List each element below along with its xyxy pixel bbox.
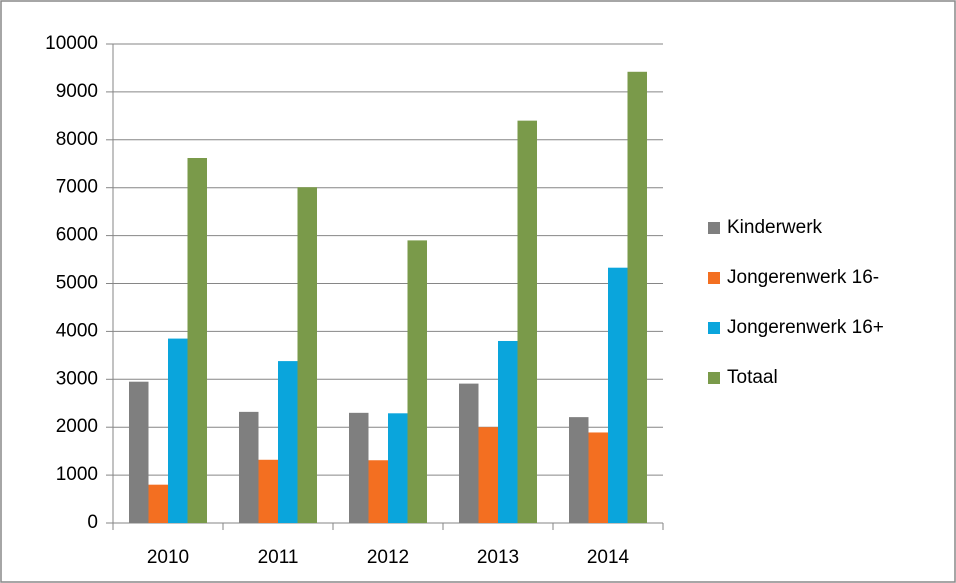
bar: [297, 187, 317, 523]
y-tick-label: 4000: [56, 320, 98, 341]
bar: [459, 383, 479, 523]
bar: [278, 361, 298, 523]
y-tick-label: 7000: [56, 177, 98, 198]
bar: [239, 411, 259, 523]
y-tick-label: 5000: [56, 273, 98, 294]
y-tick-label: 1000: [56, 464, 98, 485]
bar: [608, 267, 628, 523]
bar: [368, 460, 388, 523]
bar: [627, 71, 647, 524]
x-tick-label: 2014: [587, 547, 630, 568]
bar: [478, 427, 498, 523]
y-tick-label: 9000: [56, 81, 98, 102]
y-tick-label: 2000: [56, 416, 98, 437]
legend-swatch: [708, 322, 720, 334]
bar: [129, 381, 149, 523]
bar: [407, 240, 427, 523]
legend-label: Totaal: [727, 367, 778, 388]
legend-swatch: [708, 272, 720, 284]
y-tick-label: 8000: [56, 129, 98, 150]
y-tick-label: 6000: [56, 225, 98, 246]
x-tick-label: 2013: [477, 547, 519, 568]
legend-label: Jongerenwerk 16+: [727, 317, 884, 338]
y-tick-label: 3000: [56, 368, 98, 389]
legend-swatch: [708, 222, 720, 234]
bar: [187, 158, 207, 523]
x-tick-label: 2011: [258, 547, 299, 568]
legend-label: Jongerenwerk 16-: [727, 267, 879, 288]
bar: [349, 412, 369, 523]
legend-swatch: [708, 372, 720, 384]
bar: [148, 484, 168, 523]
bar: [517, 120, 537, 523]
bar: [258, 459, 278, 523]
bar: [569, 417, 589, 523]
bar: [588, 432, 608, 523]
x-tick-label: 2010: [147, 547, 189, 568]
y-tick-label: 0: [87, 512, 98, 533]
x-tick-label: 2012: [367, 547, 409, 568]
bar: [388, 413, 408, 523]
legend-label: Kinderwerk: [727, 217, 823, 238]
bar: [168, 338, 188, 523]
y-tick-label: 10000: [45, 33, 98, 54]
bar: [498, 340, 518, 523]
